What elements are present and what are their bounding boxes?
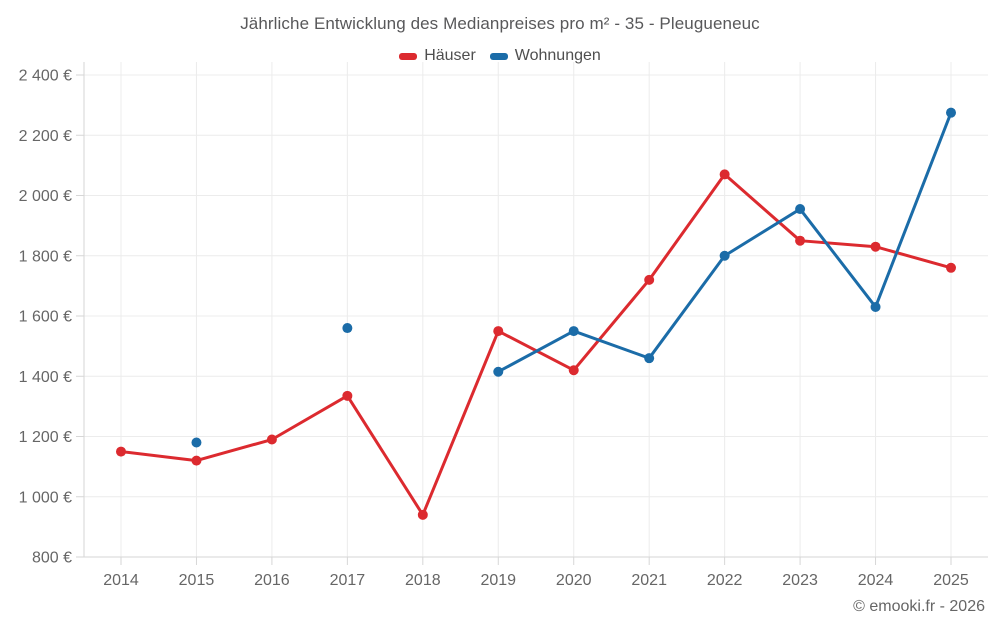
y-tick-label-1600: 1 600 € bbox=[19, 309, 72, 326]
x-tick-label-2023: 2023 bbox=[782, 572, 818, 589]
y-tick-label-1200: 1 200 € bbox=[19, 429, 72, 446]
legend-item-hauser[interactable]: Häuser bbox=[399, 47, 476, 65]
chart-title: Jährliche Entwicklung des Medianpreises … bbox=[240, 14, 760, 33]
legend-label-hauser: Häuser bbox=[424, 47, 476, 64]
point-hauser-2023[interactable] bbox=[795, 235, 806, 246]
point-hauser-2025[interactable] bbox=[946, 262, 956, 273]
x-tick-label-2022: 2022 bbox=[707, 572, 743, 589]
x-tick-label-2016: 2016 bbox=[254, 572, 290, 589]
point-wohnungen-2023[interactable] bbox=[795, 204, 806, 215]
legend-swatch-hauser-icon bbox=[399, 52, 418, 60]
x-tick-label-2017: 2017 bbox=[330, 572, 366, 589]
y-tick-label-800: 800 € bbox=[32, 550, 72, 567]
legend-item-wohnungen[interactable]: Wohnungen bbox=[489, 47, 601, 65]
x-tick-label-2021: 2021 bbox=[631, 572, 667, 589]
point-wohnungen-2024[interactable] bbox=[870, 301, 881, 312]
point-hauser-2021[interactable] bbox=[644, 274, 655, 285]
point-hauser-2016[interactable] bbox=[266, 434, 277, 445]
x-tick-label-2024: 2024 bbox=[858, 572, 894, 589]
series-line-hauser bbox=[119, 172, 953, 517]
y-tick-label-1400: 1 400 € bbox=[19, 369, 72, 386]
y-tick-label-1000: 1 000 € bbox=[19, 489, 72, 506]
y-tick-label-2000: 2 000 € bbox=[19, 188, 72, 205]
chart-legend: Häuser Wohnungen bbox=[0, 47, 1000, 65]
x-tick-label-2018: 2018 bbox=[405, 572, 441, 589]
y-tick-label-2400: 2 400 € bbox=[19, 68, 72, 85]
point-hauser-2019[interactable] bbox=[493, 326, 504, 337]
y-tick-label-1800: 1 800 € bbox=[19, 248, 72, 265]
point-hauser-2018[interactable] bbox=[417, 509, 428, 520]
point-wohnungen-2025[interactable] bbox=[946, 107, 956, 118]
point-wohnungen-2022[interactable] bbox=[719, 250, 730, 261]
point-wohnungen-2020[interactable] bbox=[568, 326, 579, 337]
x-tick-label-2015: 2015 bbox=[179, 572, 215, 589]
point-hauser-2015[interactable] bbox=[191, 455, 202, 466]
point-hauser-2017[interactable] bbox=[342, 390, 353, 401]
point-wohnungen-2019[interactable] bbox=[493, 366, 504, 377]
point-hauser-2024[interactable] bbox=[870, 241, 881, 252]
point-wohnungen-2021[interactable] bbox=[644, 353, 655, 364]
point-hauser-2014[interactable] bbox=[116, 446, 126, 457]
point-wohnungen-2015[interactable] bbox=[191, 437, 202, 448]
legend-label-wohnungen: Wohnungen bbox=[514, 47, 601, 64]
x-tick-label-2014: 2014 bbox=[103, 572, 139, 589]
y-tick-label-2200: 2 200 € bbox=[19, 128, 72, 145]
x-tick-label-2025: 2025 bbox=[933, 572, 969, 589]
footer-credit: © emooki.fr - 2026 bbox=[853, 598, 985, 615]
x-tick-label-2019: 2019 bbox=[480, 572, 516, 589]
legend-swatch-wohnungen-icon bbox=[489, 52, 508, 60]
point-hauser-2020[interactable] bbox=[568, 365, 579, 376]
point-wohnungen-2017[interactable] bbox=[342, 323, 353, 334]
point-hauser-2022[interactable] bbox=[719, 169, 730, 180]
x-tick-label-2020: 2020 bbox=[556, 572, 592, 589]
